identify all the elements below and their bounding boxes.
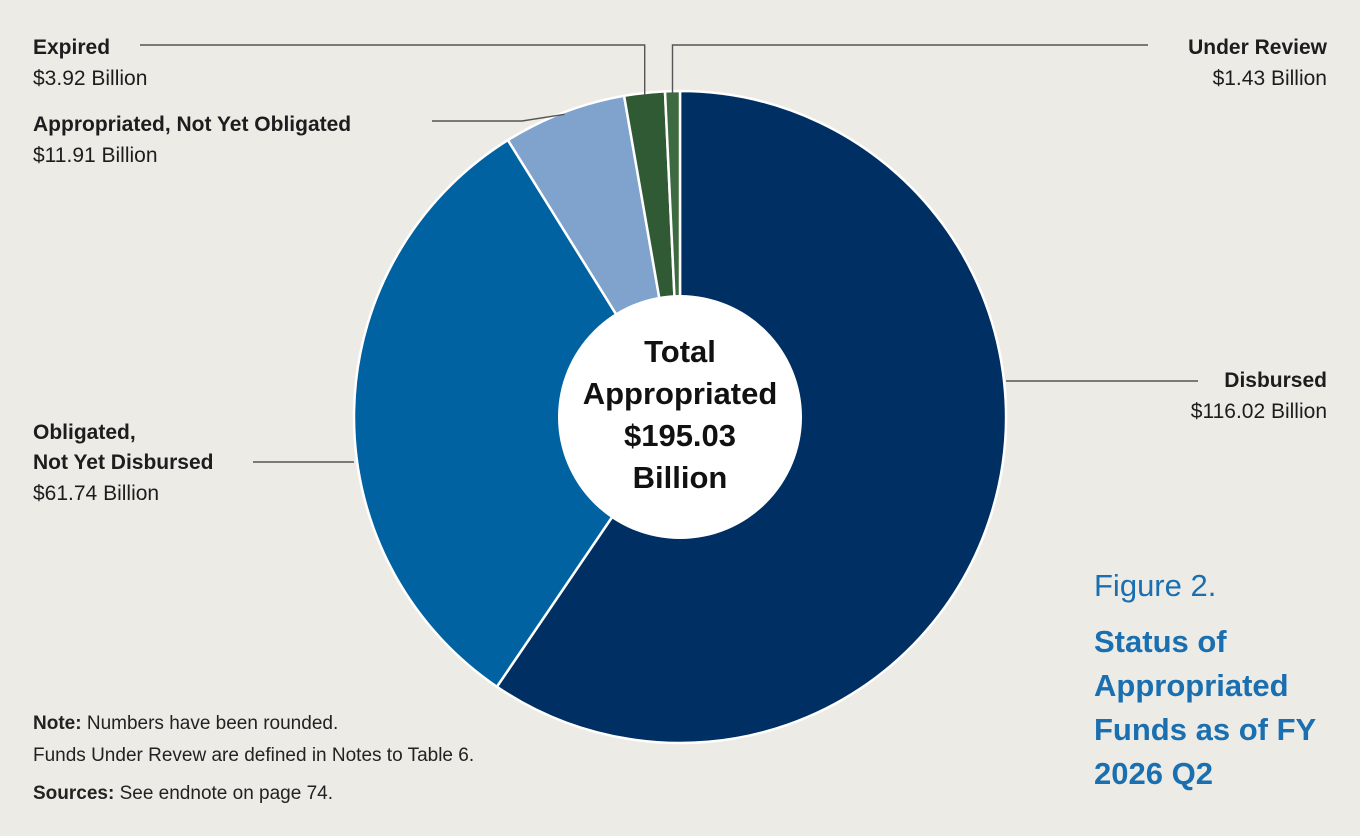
label-obligated-name-line2: Not Yet Disbursed bbox=[33, 451, 214, 474]
center-label-line-3: $195.03 bbox=[624, 418, 736, 453]
center-label-line-2: Appropriated bbox=[583, 376, 778, 411]
leader-lines bbox=[140, 44, 1198, 463]
figure-number: Figure 2. bbox=[1094, 568, 1217, 603]
leader-under-review bbox=[671, 44, 1148, 94]
leader-expired bbox=[140, 44, 646, 95]
label-appropriated-name: Appropriated, Not Yet Obligated bbox=[33, 113, 351, 136]
note-line-2: Funds Under Revew are defined in Notes t… bbox=[33, 745, 475, 766]
center-label-line-4: Billion bbox=[633, 460, 728, 495]
notes: Note: Numbers have been rounded. Funds U… bbox=[33, 708, 653, 810]
label-expired-name: Expired bbox=[33, 36, 110, 59]
label-appropriated: Appropriated, Not Yet Obligated $11.91 B… bbox=[33, 113, 351, 167]
note-label: Note: bbox=[33, 713, 82, 734]
label-obligated-name-line1: Obligated, bbox=[33, 421, 136, 444]
label-expired: Expired $3.92 Billion bbox=[33, 36, 147, 90]
label-under-review-name: Under Review bbox=[1188, 36, 1328, 59]
leader-appropriated-not-yet-obligated bbox=[432, 113, 565, 122]
label-disbursed-value: $116.02 Billion bbox=[1191, 400, 1327, 423]
slice-obligated-not-yet-disbursed bbox=[352, 138, 682, 688]
label-disbursed: Disbursed $116.02 Billion bbox=[1191, 369, 1327, 423]
center-label-line-1: Total bbox=[644, 334, 716, 369]
label-disbursed-name: Disbursed bbox=[1224, 369, 1327, 392]
label-under-review-value: $1.43 Billion bbox=[1213, 67, 1327, 90]
center-hole bbox=[558, 295, 802, 539]
figure-caption: Figure 2. Status of Appropriated Funds a… bbox=[1094, 566, 1344, 796]
note-text: Numbers have been rounded. bbox=[81, 713, 339, 734]
sources-text: See endnote on page 74. bbox=[114, 783, 334, 804]
label-expired-value: $3.92 Billion bbox=[33, 67, 147, 90]
label-appropriated-value: $11.91 Billion bbox=[33, 144, 158, 167]
sources-line: Sources: See endnote on page 74. bbox=[33, 778, 653, 810]
center-label: Total Appropriated $195.03 Billion bbox=[583, 334, 778, 495]
label-under-review: Under Review $1.43 Billion bbox=[1188, 36, 1328, 90]
label-obligated: Obligated, Not Yet Disbursed $61.74 Bill… bbox=[33, 421, 214, 505]
note-line: Note: Numbers have been rounded. bbox=[33, 708, 653, 740]
sources-label: Sources: bbox=[33, 783, 115, 804]
figure-title: Status of Appropriated Funds as of FY 20… bbox=[1094, 624, 1316, 791]
label-obligated-value: $61.74 Billion bbox=[33, 482, 159, 505]
